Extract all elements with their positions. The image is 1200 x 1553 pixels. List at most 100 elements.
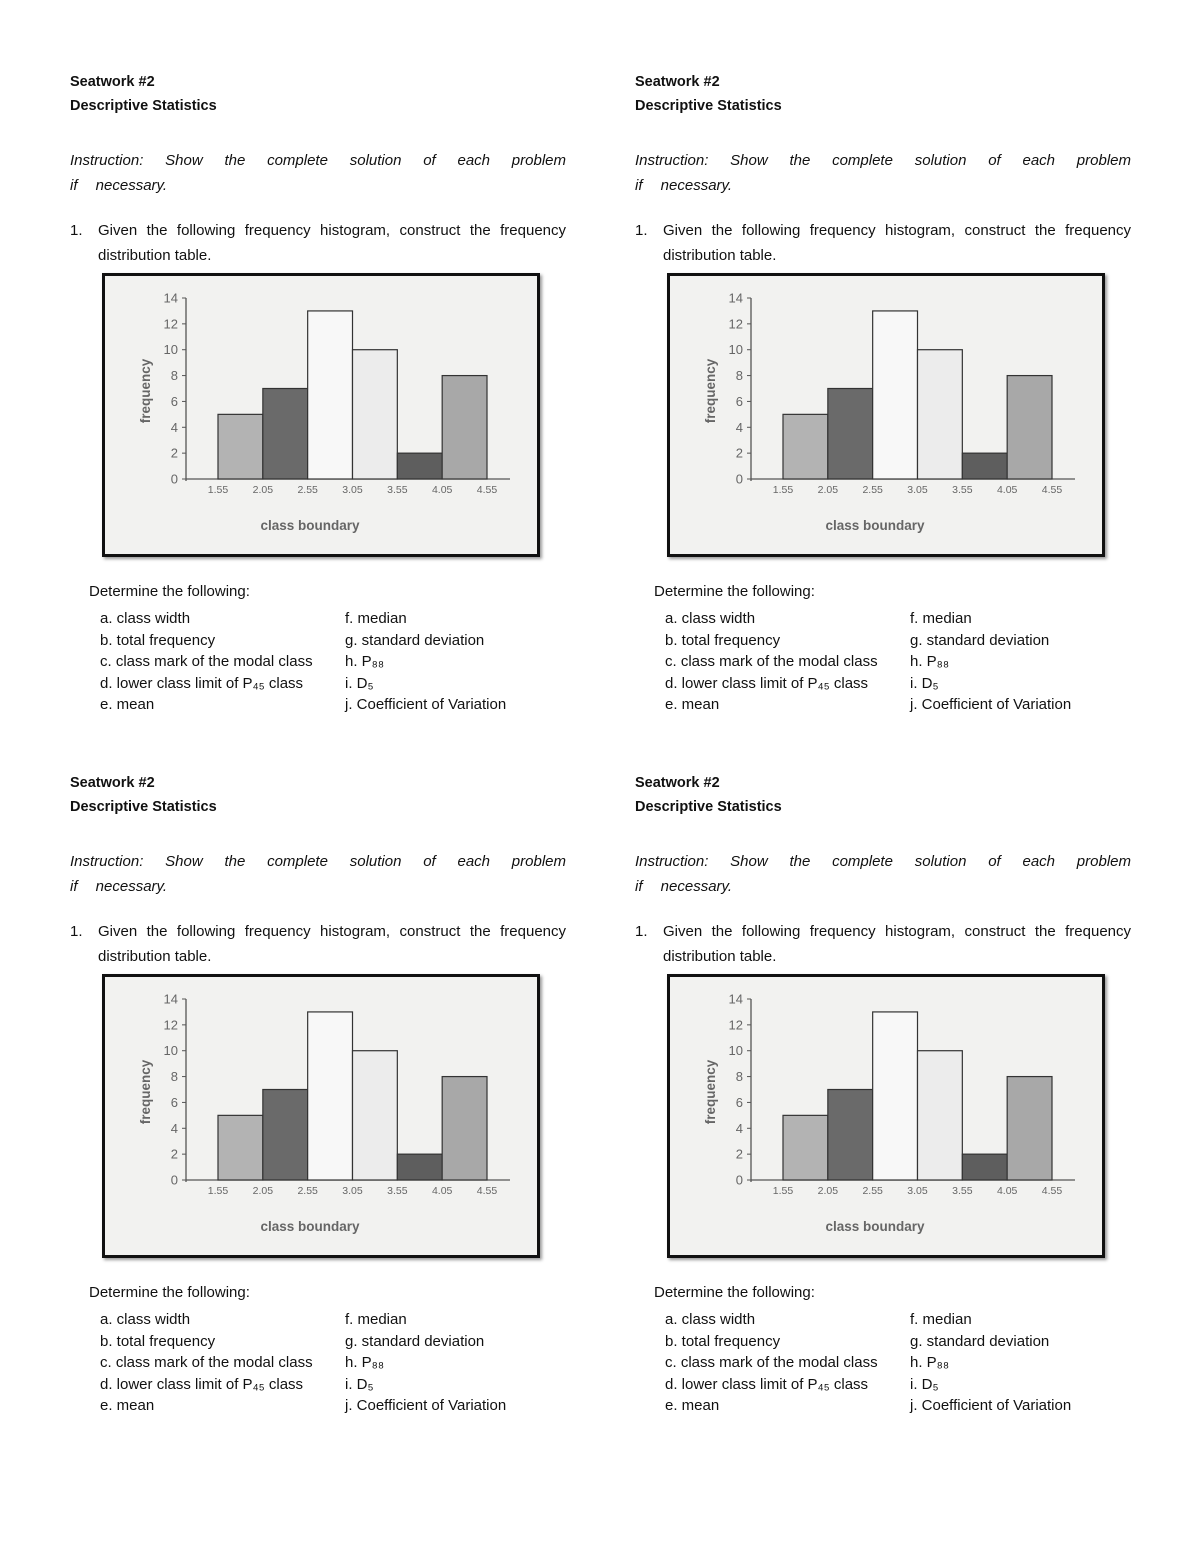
x-tick-label: 1.55 (773, 1185, 794, 1197)
y-tick-label: 4 (736, 1121, 743, 1136)
histogram-bar (262, 1088, 309, 1181)
x-axis-label: class boundary (260, 518, 360, 533)
items-left: a. class width b. total frequency c. cla… (100, 1309, 313, 1417)
x-tick-label: 4.55 (477, 484, 498, 496)
item-b: b. total frequency (100, 631, 216, 649)
item-a: a. class width (665, 1311, 756, 1328)
item-h: h. P₈₈ (345, 653, 385, 671)
y-axis-label: frequency (138, 358, 153, 423)
item-h: h. P₈₈ (910, 1354, 950, 1372)
histogram-bar (217, 1114, 264, 1181)
item-d: d. lower class limit of P₄₅ class (100, 674, 304, 692)
histogram-chart: 0 2 4 6 8 10 12 14 1.55 2.05 2.55 3.05 3.55 4.05 4.55 c… (667, 974, 1105, 1258)
item-c: c. class mark of the modal class (100, 1354, 313, 1372)
y-tick-label: 4 (171, 1121, 178, 1136)
y-tick-label: 2 (171, 446, 178, 461)
item-b: b. total frequency (665, 1332, 781, 1350)
item-i: i. D₅ (345, 674, 374, 692)
determine-label: Determine the following: (654, 1284, 815, 1301)
items-right: f. median g. standard deviation h. P₈₈ i… (345, 1309, 506, 1417)
y-axis-label: frequency (138, 1059, 153, 1124)
item-a: a. class width (100, 1311, 191, 1328)
instruction: Instruction: Show the complete solution … (70, 849, 566, 899)
worksheet-title: Seatwork #2 (635, 775, 720, 791)
histogram-bar (441, 374, 488, 480)
item-f: f. median (345, 610, 407, 627)
instruction: Instruction: Show the complete solution … (70, 148, 566, 198)
histogram-bar (351, 1050, 398, 1181)
items-right: f. median g. standard deviation h. P₈₈ i… (345, 608, 506, 716)
item-e: e. mean (100, 1397, 155, 1415)
item-g: g. standard deviation (910, 631, 1050, 649)
y-axis-label: frequency (703, 358, 718, 423)
x-tick-label: 2.55 (297, 484, 318, 496)
x-tick-label: 2.05 (253, 484, 274, 496)
histogram-bar (441, 1075, 488, 1181)
y-tick-label: 6 (171, 394, 178, 409)
x-axis-label: class boundary (825, 518, 925, 533)
question-number: 1. (635, 222, 648, 239)
y-tick-label: 6 (171, 1095, 178, 1110)
item-d: d. lower class limit of P₄₅ class (100, 1375, 304, 1393)
x-tick-label: 4.55 (1042, 484, 1063, 496)
x-tick-label: 1.55 (773, 484, 794, 496)
item-j: j. Coefficient of Variation (345, 1397, 507, 1415)
y-tick-label: 14 (164, 992, 178, 1007)
items-left: a. class width b. total frequency c. cla… (100, 608, 313, 716)
worksheet-top-right: Seatwork #2 Descriptive Statistics Instr… (635, 74, 1131, 756)
y-tick-label: 14 (164, 291, 178, 306)
item-a: a. class width (665, 610, 756, 627)
instruction-text: Instruction: Show the complete solution … (635, 853, 1131, 895)
x-tick-label: 1.55 (208, 484, 229, 496)
histogram-bar (1006, 374, 1053, 480)
y-tick-label: 2 (736, 446, 743, 461)
items-right: f. median g. standard deviation h. P₈₈ i… (910, 1309, 1071, 1417)
x-tick-label: 3.05 (907, 484, 928, 496)
histogram-svg: 0 2 4 6 8 10 12 14 1.55 2.05 2.55 3.05 3.55 4.05 4.55 c… (703, 992, 1075, 1234)
x-tick-label: 2.05 (818, 1185, 839, 1197)
x-tick-label: 2.55 (297, 1185, 318, 1197)
x-tick-label: 4.55 (1042, 1185, 1063, 1197)
x-tick-label: 3.55 (387, 484, 408, 496)
question-number: 1. (635, 923, 648, 940)
y-tick-label: 10 (164, 342, 178, 357)
x-tick-label: 3.05 (907, 1185, 928, 1197)
histogram-svg: 0 2 4 6 8 10 12 14 1.55 2.05 2.55 3.05 3.55 4.05 4.55 c… (138, 291, 510, 533)
y-tick-label: 0 (171, 472, 178, 487)
histogram-bar (262, 387, 309, 480)
x-tick-label: 3.05 (342, 1185, 363, 1197)
x-tick-label: 4.55 (477, 1185, 498, 1197)
items-left: a. class width b. total frequency c. cla… (665, 1309, 878, 1417)
x-tick-label: 1.55 (208, 1185, 229, 1197)
y-tick-label: 8 (736, 368, 743, 383)
x-tick-label: 4.05 (997, 1185, 1018, 1197)
item-g: g. standard deviation (345, 631, 485, 649)
item-d: d. lower class limit of P₄₅ class (665, 1375, 869, 1393)
y-tick-label: 2 (736, 1147, 743, 1162)
y-tick-label: 6 (736, 1095, 743, 1110)
histogram-bar (782, 413, 829, 480)
histogram-bar (872, 1011, 919, 1181)
histogram-bar (961, 452, 1008, 480)
instruction-text-end: necessary. (660, 878, 733, 895)
worksheet-subtitle: Descriptive Statistics (635, 98, 782, 114)
determine-label: Determine the following: (89, 1284, 250, 1301)
item-g: g. standard deviation (910, 1332, 1050, 1350)
item-b: b. total frequency (665, 631, 781, 649)
question-text: Given the following frequency histogram,… (98, 222, 566, 264)
x-tick-label: 3.55 (952, 1185, 973, 1197)
item-f: f. median (910, 1311, 972, 1328)
histogram-bar (217, 413, 264, 480)
item-i: i. D₅ (910, 674, 939, 692)
y-tick-label: 4 (171, 420, 178, 435)
worksheet-subtitle: Descriptive Statistics (70, 799, 217, 815)
instruction-text-end: necessary. (660, 177, 733, 194)
x-tick-label: 3.55 (952, 484, 973, 496)
x-tick-label: 2.05 (818, 484, 839, 496)
item-h: h. P₈₈ (910, 653, 950, 671)
y-tick-label: 8 (171, 1069, 178, 1084)
y-tick-label: 0 (171, 1173, 178, 1188)
y-tick-label: 0 (736, 472, 743, 487)
y-tick-label: 12 (164, 316, 178, 331)
y-tick-label: 8 (736, 1069, 743, 1084)
